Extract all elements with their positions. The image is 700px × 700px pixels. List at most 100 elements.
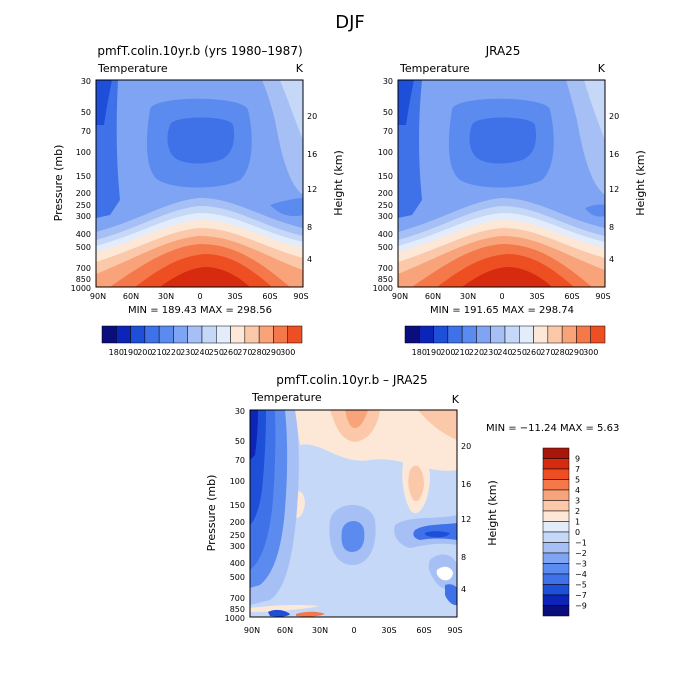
panel-reanalysis: JRA25 Temperature K 30 50 70: [373, 44, 647, 357]
y-tick-label: 150: [378, 172, 393, 181]
colorbar-label: 270: [540, 348, 555, 357]
y-tick-label: 850: [76, 275, 91, 284]
colorbar-label: 300: [583, 348, 598, 357]
colorbar-label: 290: [266, 348, 281, 357]
contour-band: [270, 198, 303, 217]
panel-title: pmfT.colin.10yr.b (yrs 1980–1987): [97, 44, 302, 58]
colorbar-label: 220: [166, 348, 181, 357]
colorbar-swatch: [519, 325, 534, 344]
contour-band: [268, 609, 290, 617]
contour-band: [167, 117, 235, 164]
y-tick-label: 850: [378, 275, 393, 284]
colorbar-label: 230: [180, 348, 195, 357]
x-tick-label: 90S: [595, 292, 610, 301]
y-tick-label: 700: [230, 594, 245, 603]
y-tick-label-right: 12: [307, 185, 317, 194]
x-tick-label: 60S: [262, 292, 277, 301]
y-tick-label: 150: [230, 501, 245, 510]
y-tick-label: 70: [235, 456, 245, 465]
colorbar-label: 0: [575, 528, 580, 537]
x-ticks: 90N 60N 30N 0 30S 60S 90S: [244, 626, 463, 635]
colorbar-swatch: [533, 325, 549, 344]
colorbar-label: 250: [512, 348, 527, 357]
y-tick-label: 400: [76, 230, 91, 239]
contour-band: [436, 566, 453, 581]
y-tick-label: 1000: [71, 284, 91, 293]
colorbar-swatch: [244, 325, 260, 344]
colorbar-label: −2: [575, 549, 587, 558]
panel-subtitle-right: K: [296, 62, 304, 75]
y-tick-label: 50: [235, 437, 245, 446]
colorbar-swatch: [542, 500, 570, 512]
colorbar-swatch: [116, 325, 131, 344]
colorbar-label: 180: [109, 348, 124, 357]
x-tick-label: 60S: [564, 292, 579, 301]
colorbar-label: −7: [575, 591, 587, 600]
y-tick-label-right: 12: [609, 185, 619, 194]
panel-subtitle-left: Temperature: [251, 391, 322, 404]
y-tick-label: 400: [378, 230, 393, 239]
y-tick-label: 700: [378, 264, 393, 273]
contour-band: [96, 80, 112, 125]
colorbar-label: 5: [575, 476, 580, 485]
contour-band: [585, 204, 605, 217]
y-axis-label-right: Height (km): [634, 150, 647, 216]
y-axis-label-right: Height (km): [486, 480, 499, 546]
y-tick-label-right: 8: [307, 223, 312, 232]
min-max-text: MIN = −11.24 MAX = 5.63: [486, 423, 619, 434]
contour-band: [250, 410, 258, 460]
colorbar-label: 2: [575, 507, 580, 516]
y-tick-label: 500: [378, 243, 393, 252]
colorbar-swatch: [144, 325, 160, 344]
x-tick-label: 90N: [244, 626, 260, 635]
colorbar-label: 190: [123, 348, 138, 357]
colorbar-swatch: [447, 325, 463, 344]
colorbar-swatch: [542, 521, 570, 533]
colorbar-swatch: [404, 325, 420, 344]
colorbar-swatch: [542, 573, 570, 585]
y-tick-label-right: 16: [609, 150, 619, 159]
contour-band: [408, 465, 424, 502]
colorbar-label: 260: [223, 348, 238, 357]
colorbar-swatch: [258, 325, 274, 344]
colorbar-label: 7: [575, 465, 580, 474]
panel-difference: pmfT.colin.10yr.b – JRA25 Temperature K: [205, 373, 619, 635]
colorbar: 180 190 200 210 220 230 240 250 260 270 280 290 300: [404, 325, 606, 357]
colorbar-label: 210: [152, 348, 167, 357]
colorbar-label: 280: [555, 348, 570, 357]
contour-field: [250, 410, 457, 617]
y-tick-label: 30: [81, 77, 91, 86]
x-tick-label: 90S: [293, 292, 308, 301]
y-tick-label-right: 8: [461, 553, 466, 562]
y-ticks-left: 30 50 70 100 150 200 250 300 400 500 700…: [225, 407, 245, 623]
y-tick-label: 250: [230, 531, 245, 540]
colorbar-label: 200: [137, 348, 152, 357]
x-tick-label: 30S: [227, 292, 242, 301]
contour-band: [469, 117, 537, 164]
y-tick-label: 100: [76, 148, 91, 157]
min-max-text: MIN = 189.43 MAX = 298.56: [128, 305, 272, 316]
colorbar-swatch: [230, 325, 246, 344]
colorbar-swatch: [173, 325, 188, 344]
colorbar-swatch: [216, 325, 231, 344]
x-ticks: 90N 60N 30N 0 30S 60S 90S: [392, 292, 611, 301]
y-tick-label-right: 4: [461, 585, 466, 594]
colorbar-swatch: [433, 325, 449, 344]
colorbar-label: 210: [455, 348, 470, 357]
x-tick-label: 0: [499, 292, 504, 301]
contour-band: [462, 267, 552, 287]
y-tick-label: 200: [76, 189, 91, 198]
colorbar-swatch: [187, 325, 203, 344]
colorbar-label: 280: [252, 348, 267, 357]
colorbar-label: 200: [440, 348, 455, 357]
y-tick-label: 300: [76, 212, 91, 221]
x-tick-label: 60N: [425, 292, 441, 301]
colorbar-label: −1: [575, 539, 587, 548]
colorbar: 97 54 32 10 −1−2 −3−4 −5−7 −9: [542, 447, 587, 617]
panel-title: JRA25: [485, 44, 521, 58]
y-axis-label: Pressure (mb): [52, 145, 65, 222]
colorbar-swatch: [561, 325, 577, 344]
y-tick-label: 250: [378, 201, 393, 210]
colorbar-swatch: [542, 510, 570, 522]
x-ticks: 90N 60N 30N 0 30S 60S 90S: [90, 292, 309, 301]
